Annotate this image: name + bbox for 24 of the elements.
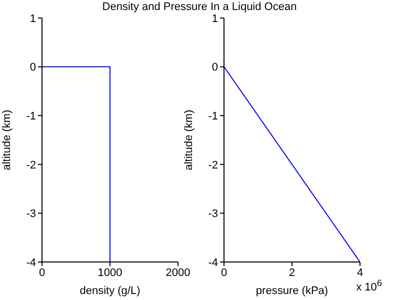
y-tick-label: -1: [26, 110, 36, 123]
y-tick-label: 0: [30, 62, 36, 74]
x-axis-title: pressure (kPa): [256, 285, 328, 297]
x-tick-label: 0: [220, 266, 228, 279]
x-tick-label: 4: [356, 266, 364, 279]
x-axis-title: density (g/L): [80, 285, 140, 297]
y-tick-label: -3: [26, 208, 36, 220]
y-tick-label: -2: [26, 159, 36, 172]
x-tick-label: 2: [288, 266, 296, 279]
y-tick-label: -1: [208, 110, 218, 123]
y-tick-label: -3: [208, 208, 218, 220]
y-axis-title: altitude (km): [182, 110, 195, 170]
y-tick-label: -4: [26, 256, 36, 269]
y-tick-label: -4: [208, 256, 218, 269]
text: x 10$^{6}$: [356, 278, 382, 294]
y-tick-label: 1: [212, 12, 218, 25]
x-tick-label: 0: [38, 266, 46, 279]
chart-title: Density and Pressure In a Liquid Ocean: [101, 1, 298, 13]
y-axis-title: altitude (km): [0, 110, 13, 170]
y-tick-label: -2: [208, 159, 218, 172]
y-tick-label: 0: [212, 62, 218, 74]
x-tick-label: 2000: [166, 266, 190, 279]
y-tick-label: 1: [30, 12, 36, 25]
x-tick-label: 1000: [98, 266, 122, 279]
